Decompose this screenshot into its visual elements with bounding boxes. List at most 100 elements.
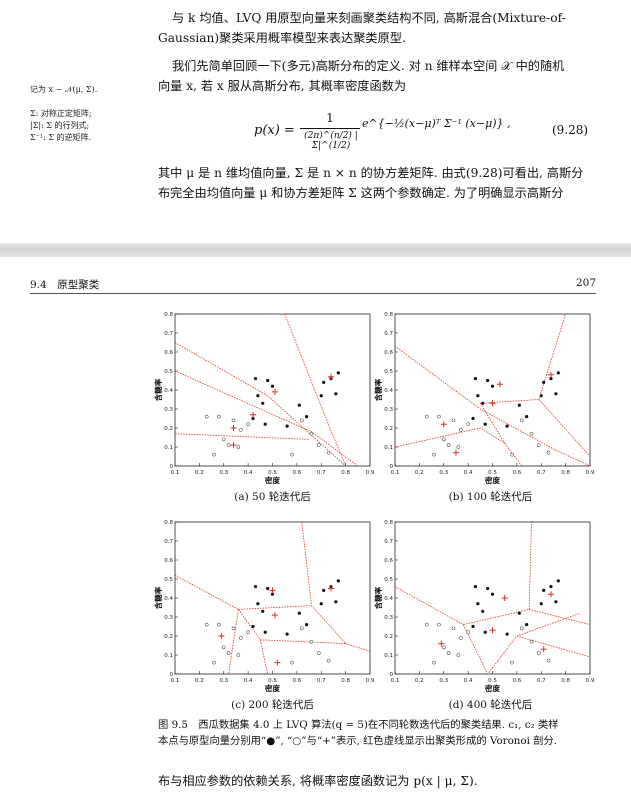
c1-point xyxy=(481,401,485,405)
prototype-marker xyxy=(328,585,334,592)
y-axis-label: 含糖率 xyxy=(373,586,383,609)
x-tick-label: 0.3 xyxy=(439,470,448,476)
prototype-marker xyxy=(230,425,237,431)
equation-lhs: p(x) = xyxy=(254,123,295,138)
y-tick-label: 0.3 xyxy=(384,615,393,621)
voronoi-boundary xyxy=(538,399,591,457)
c1-point xyxy=(270,384,275,388)
x-tick-label: 0.6 xyxy=(293,678,302,684)
y-tick-label: 0.1 xyxy=(384,653,393,659)
y-tick-label: 0.6 xyxy=(384,558,393,564)
x-tick-label: 0.9 xyxy=(586,470,595,476)
prototype-marker xyxy=(548,591,554,598)
margin-note-notation: 记为 x ∼ 𝒩(μ, Σ). xyxy=(30,85,98,94)
c2-point xyxy=(299,626,304,631)
c2-point xyxy=(466,630,470,635)
y-tick-label: 0.4 xyxy=(384,596,393,602)
c1-point xyxy=(263,422,267,426)
x-tick-label: 0.1 xyxy=(171,678,180,684)
y-tick-label: 0 xyxy=(170,464,174,470)
y-tick-label: 0.5 xyxy=(164,369,173,375)
c1-point xyxy=(334,392,338,396)
y-tick-label: 0 xyxy=(390,672,394,678)
c1-point xyxy=(525,415,529,419)
page-gap xyxy=(0,243,631,257)
y-tick-label: 0.5 xyxy=(164,577,173,583)
voronoi-boundary xyxy=(394,345,591,467)
y-tick-label: 0.8 xyxy=(384,312,393,318)
equation-9-28: p(x) = 1 (2π)^(n/2) |Σ|^(1/2) e^{−½(x−μ)… xyxy=(254,111,604,157)
prototype-marker xyxy=(540,646,547,653)
y-tick-label: 0.8 xyxy=(164,312,173,318)
c1-point xyxy=(556,579,560,583)
x-tick-label: 0.1 xyxy=(171,470,180,476)
plot-frame xyxy=(394,521,591,675)
c1-point xyxy=(297,611,301,615)
c2-point xyxy=(529,639,534,644)
c2-point xyxy=(529,431,534,436)
scatter-panel-d: 0.1 0.2 0.3 0.4 0.5 0.6 0.7 0.8 0.900.10.20.30.4… xyxy=(373,520,595,693)
y-tick-label: 0.7 xyxy=(384,539,393,545)
prototype-marker xyxy=(489,627,496,634)
bottom-page: 9.4 原型聚类 207 0.1 0.2 0.3 0.4 0.5 0.6 0.7 0.8 0.9… xyxy=(0,257,631,799)
c1-point xyxy=(539,394,543,398)
c2-point xyxy=(458,636,463,640)
plot-frame xyxy=(394,313,591,467)
c2-point xyxy=(236,653,241,657)
c1-point xyxy=(253,377,258,381)
y-axis-label: 含糖率 xyxy=(373,378,383,401)
y-tick-label: 0.3 xyxy=(164,615,173,621)
c1-point xyxy=(556,371,560,375)
c2-point xyxy=(451,626,456,631)
prototype-marker xyxy=(274,659,281,666)
y-tick-label: 0.1 xyxy=(164,653,173,659)
y-tick-label: 0.2 xyxy=(164,634,173,640)
y-tick-label: 0.3 xyxy=(164,407,173,413)
c1-point xyxy=(266,586,270,591)
c1-point xyxy=(334,600,338,604)
c2-point xyxy=(217,622,221,627)
c2-point xyxy=(519,626,524,631)
voronoi-boundary xyxy=(480,313,566,404)
c1-point xyxy=(336,579,340,583)
y-tick-label: 0.1 xyxy=(384,445,393,451)
c1-point xyxy=(542,588,546,592)
x-tick-label: 0.3 xyxy=(219,470,228,476)
voronoi-boundary xyxy=(284,313,346,467)
c1-point xyxy=(549,585,553,589)
x-tick-label: 0.4 xyxy=(464,470,473,476)
x-tick-label: 0.7 xyxy=(537,678,546,684)
x-tick-label: 0.1 xyxy=(391,678,400,684)
c1-point xyxy=(539,602,543,606)
x-tick-label: 0.6 xyxy=(513,678,522,684)
x-tick-label: 0.1 xyxy=(391,470,400,476)
c1-point xyxy=(473,585,478,589)
x-tick-label: 0.8 xyxy=(561,470,570,476)
c1-point xyxy=(266,378,270,383)
y-axis-label: 含糖率 xyxy=(153,378,163,401)
equation-denominator: (2π)^(n/2) |Σ|^(1/2) xyxy=(304,131,358,151)
c1-point xyxy=(483,630,487,634)
subfig-caption-d: (d) 400 轮迭代后 xyxy=(448,699,533,711)
c2-point xyxy=(309,639,314,644)
voronoi-boundary xyxy=(463,608,591,625)
paragraph-2: 我们先简单回顾一下(多元)高斯分布的定义. 对 n 维样本空间 𝒳 中的随机 向… xyxy=(158,59,565,93)
y-tick-label: 0.7 xyxy=(384,331,393,337)
y-tick-label: 0.3 xyxy=(384,407,393,413)
c2-point xyxy=(290,660,294,665)
voronoi-boundary xyxy=(301,521,312,606)
c2-point xyxy=(231,418,236,423)
c1-point xyxy=(554,600,558,604)
c1-point xyxy=(505,424,509,428)
c1-point xyxy=(476,602,480,606)
c1-point xyxy=(322,380,326,384)
x-tick-label: 0.8 xyxy=(341,470,350,476)
y-tick-label: 0.8 xyxy=(164,520,173,526)
voronoi-boundary xyxy=(479,403,506,444)
c1-point xyxy=(263,630,267,634)
c1-point xyxy=(256,602,260,606)
subfig-caption-a: (a) 50 轮迭代后 xyxy=(234,491,311,503)
prototype-marker xyxy=(438,640,445,647)
c2-point xyxy=(451,418,456,423)
prototype-marker xyxy=(271,612,278,619)
